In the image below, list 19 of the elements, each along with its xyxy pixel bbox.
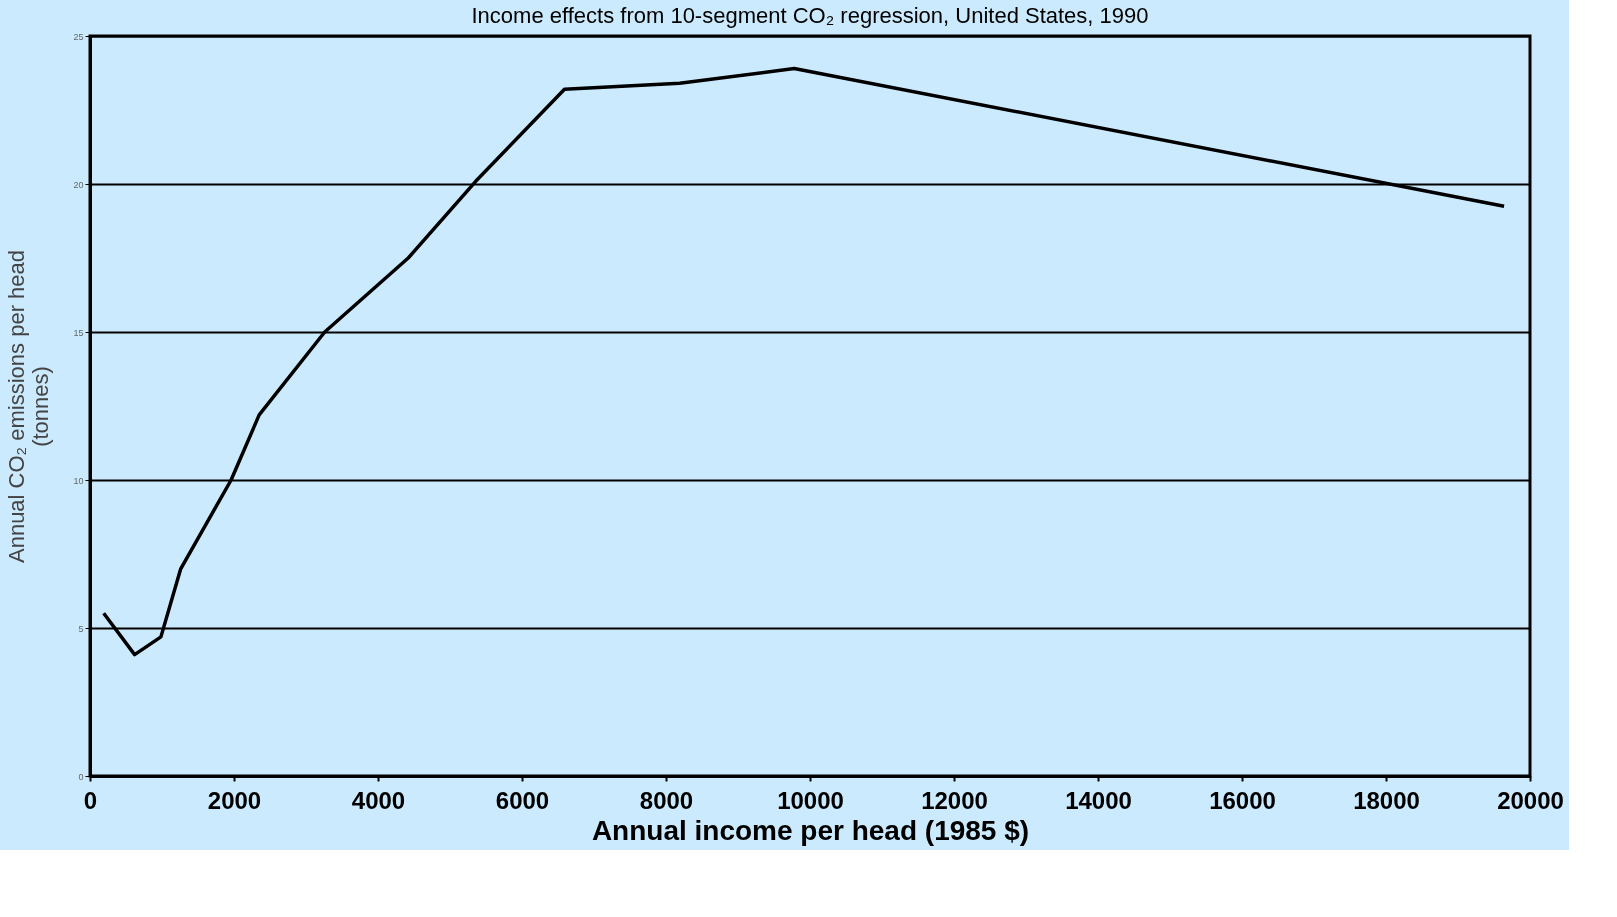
- x-tick-label: 12000: [921, 786, 988, 814]
- x-tick-label: 2000: [207, 786, 262, 814]
- x-tick-label: 4000: [351, 786, 406, 814]
- chart-title: Income effects from 10-segment CO₂ regression, United States, 1990: [471, 3, 1149, 28]
- y-tick-label: 0: [78, 771, 84, 782]
- x-tick-label: 18000: [1353, 786, 1420, 814]
- x-tick-label: 14000: [1065, 786, 1132, 814]
- x-axis-title: Annual income per head (1985 $): [591, 814, 1030, 846]
- x-tick-label: 6000: [495, 786, 550, 814]
- x-tick-label: 20000: [1497, 786, 1564, 814]
- y-tick-label: 20: [73, 179, 84, 190]
- y-tick-label: 5: [78, 623, 84, 634]
- x-tick-label: 8000: [639, 786, 694, 814]
- y-tick-label: 25: [73, 31, 84, 42]
- y-axis-title: Annual CO₂ emissions per head (tonnes): [4, 249, 54, 564]
- y-tick-label: 10: [73, 475, 84, 486]
- y-tick-label: 15: [73, 327, 84, 338]
- x-tick-label: 10000: [777, 786, 844, 814]
- x-tick-label: 16000: [1209, 786, 1276, 814]
